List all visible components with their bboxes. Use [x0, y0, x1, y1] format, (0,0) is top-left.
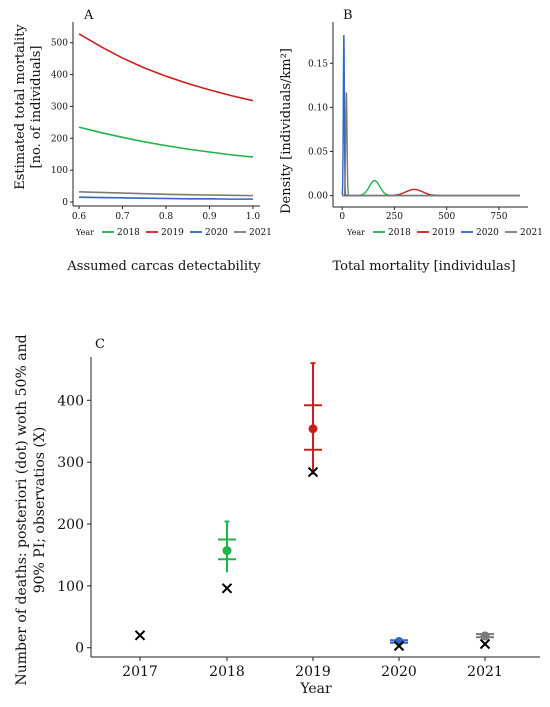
- panel-a-x-tick-label: 0.7: [115, 212, 130, 222]
- panel-b-y-tick-label: 0.15: [308, 59, 328, 69]
- panel-c-ylabel-line2: 90% PI; observatios (X): [32, 427, 48, 594]
- panel-b-x-tick-label: 750: [490, 212, 507, 222]
- panel-b: B Density [individuals/km²] 0 250 500 750 0.…: [279, 8, 543, 274]
- panel-c-x-tick-label: 2017: [122, 664, 158, 680]
- panel-b-xlabel: Total mortality [individulas]: [332, 259, 515, 274]
- panel-b-density-line-2021: [342, 92, 520, 197]
- panel-b-x-tick-label: 500: [438, 212, 455, 222]
- panel-a-ylabel: Estimated total mortality [no. of indivi…: [13, 24, 44, 190]
- panel-c-observed-x-2021: [479, 638, 491, 650]
- panel-a-y-tick-label: 300: [51, 102, 68, 112]
- panel-a-series-line-2020: [78, 196, 253, 200]
- panel-c-x-tick-label: 2020: [381, 664, 417, 680]
- panel-b-legend-title: Year: [346, 228, 365, 237]
- panel-a-legend-label-2020: 2020: [205, 228, 228, 238]
- panel-b-density-line-2020: [341, 35, 520, 197]
- panel-c-x-tick-label: 2019: [295, 664, 331, 680]
- panel-b-legend-label-2021: 2021: [520, 228, 543, 238]
- panel-c-x-tick-label: 2018: [209, 664, 245, 680]
- panel-a-xlabel: Assumed carcas detectability: [66, 259, 261, 274]
- panel-b-density-line-2019: [342, 188, 520, 197]
- panel-c-y-tick-label: 100: [57, 579, 84, 595]
- panel-c-y-tick-label: 200: [57, 517, 84, 533]
- panel-c-label: C: [95, 337, 105, 352]
- panel-c-posterior-dot-2018: [222, 546, 232, 556]
- panel-b-legend-label-2020: 2020: [476, 228, 499, 238]
- panel-b-label: B: [343, 8, 353, 23]
- panel-b-density-line-2018: [342, 179, 520, 197]
- panel-a-legend-title: Year: [75, 228, 94, 237]
- panel-a-ylabel-line2: [no. of individuals]: [29, 46, 44, 169]
- panel-c-y-tick-label: 0: [75, 641, 84, 657]
- panel-c-posterior-dot-2019: [308, 424, 318, 434]
- panel-a-x-tick-label: 1.0: [246, 212, 261, 222]
- panel-c-ylabel-line1: Number of deaths: posteriori (dot) woth …: [14, 334, 30, 685]
- panel-b-y-tick-label: 0.10: [308, 103, 328, 113]
- panel-a-y-tick-label: 0: [62, 198, 68, 208]
- panel-c-ylabel: Number of deaths: posteriori (dot) woth …: [14, 334, 48, 685]
- panel-b-legend: Year 2018 2019 2020 2021: [346, 228, 543, 238]
- panel-b-legend-label-2018: 2018: [388, 228, 411, 238]
- panel-a-x-tick-label: 0.8: [159, 212, 174, 222]
- panel-a-x-tick-label: 0.6: [72, 212, 87, 222]
- panel-a-series-line-2018: [78, 126, 254, 158]
- panel-b-x-tick-label: 250: [386, 212, 403, 222]
- panel-a-legend: Year 2018 2019 2020 2021: [75, 228, 272, 238]
- panel-c-observed-x-2018: [221, 583, 233, 594]
- panel-a-y-tick-label: 100: [51, 166, 68, 176]
- panel-b-ylabel-text: Density [individuals/km²]: [279, 48, 294, 214]
- panel-c-x-tick-label: 2021: [467, 664, 503, 680]
- panel-a-legend-label-2018: 2018: [117, 228, 140, 238]
- panel-a-ylabel-line1: Estimated total mortality: [13, 24, 28, 190]
- panel-a-legend-label-2019: 2019: [161, 228, 184, 238]
- panel-c: C Number of deaths: posteriori (dot) wot…: [14, 334, 540, 697]
- panel-a-y-tick-label: 400: [51, 71, 68, 81]
- panel-a-label: A: [83, 8, 94, 23]
- panel-b-legend-label-2019: 2019: [432, 228, 455, 238]
- panel-c-y-tick-label: 300: [57, 455, 84, 471]
- panel-c-observed-x-2019: [307, 466, 319, 478]
- panel-c-observed-x-2017: [134, 630, 146, 641]
- panel-a: A Estimated total mortality [no. of indi…: [13, 8, 272, 274]
- panel-a-y-tick-label: 500: [51, 39, 68, 49]
- panel-a-y-tick-label: 200: [51, 134, 68, 144]
- panel-b-y-tick-label: 0.00: [308, 192, 328, 202]
- panel-b-x-tick-label: 0: [339, 212, 345, 222]
- panel-b-ylabel: Density [individuals/km²]: [279, 48, 294, 214]
- panel-a-series-line-2021: [78, 191, 254, 197]
- panel-c-y-tick-label: 400: [57, 393, 84, 409]
- panel-b-y-tick-label: 0.05: [308, 147, 328, 157]
- panel-c-xlabel: Year: [299, 681, 332, 697]
- panel-a-legend-label-2021: 2021: [249, 228, 272, 238]
- panel-a-series-line-2019: [78, 33, 254, 102]
- panel-c-observed-x-2020: [393, 640, 405, 652]
- panel-c-posterior-dot-2021: [480, 631, 490, 641]
- panel-a-x-tick-label: 0.9: [202, 212, 217, 222]
